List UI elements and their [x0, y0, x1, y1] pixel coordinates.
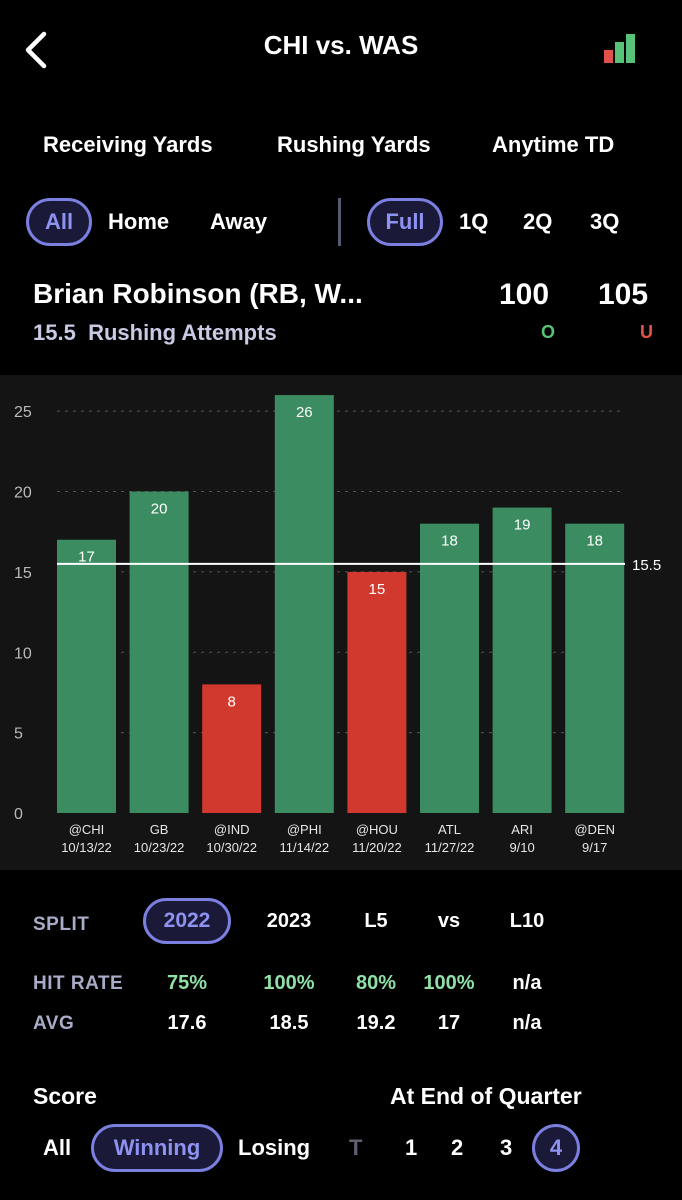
location-home[interactable]: Home: [108, 209, 170, 234]
x-tick-opponent: ARI: [511, 822, 533, 837]
x-tick-opponent: @DEN: [574, 822, 615, 837]
tab-rushing-yards[interactable]: Rushing Yards: [277, 132, 431, 157]
bar: [202, 684, 262, 813]
quarter-t: T: [349, 1135, 363, 1160]
period-2q[interactable]: 2Q: [523, 209, 553, 234]
quarter-1[interactable]: 1: [405, 1135, 418, 1160]
split-l10[interactable]: L10: [509, 910, 545, 932]
y-tick-label: 0: [14, 806, 23, 823]
x-tick-opponent: ATL: [438, 822, 461, 837]
game-log-bar-chart: 0 5 10 15 20 25 17 @CHI 10/13/22 20 GB 10/23/22 8 @IN…: [14, 395, 661, 855]
period-full-pill[interactable]: Full: [367, 198, 443, 246]
score-winning-pill[interactable]: Winning: [91, 1124, 223, 1172]
bar: [565, 523, 625, 813]
avg-value: 17: [437, 1012, 461, 1034]
bar-value-label: 17: [78, 549, 95, 566]
bar: [420, 523, 479, 813]
bar: [57, 539, 116, 813]
bar-value-label: 15: [369, 581, 386, 598]
bar: [274, 395, 334, 813]
over-label: O: [541, 322, 556, 342]
score-heading: Score: [33, 1083, 97, 1109]
x-tick-opponent: @IND: [214, 822, 250, 837]
hit-rate-value: 100%: [263, 972, 315, 994]
hit-rate-value: 100%: [423, 972, 475, 994]
period-3q[interactable]: 3Q: [590, 209, 620, 234]
y-tick-label: 5: [14, 726, 23, 743]
split-2022-pill[interactable]: 2022: [143, 898, 231, 944]
quarter-4-pill[interactable]: 4: [532, 1124, 580, 1172]
hit-rate-label: HIT RATE: [33, 973, 124, 994]
location-all-pill[interactable]: All: [26, 198, 92, 246]
x-tick-date: 10/30/22: [206, 840, 257, 855]
bar: [492, 507, 552, 813]
bar-value-label: 18: [441, 533, 458, 550]
x-tick-date: 9/10: [509, 840, 534, 855]
bar-value-label: 18: [586, 533, 603, 550]
split-2023[interactable]: 2023: [266, 910, 312, 932]
score-all[interactable]: All: [43, 1135, 72, 1160]
period-1q[interactable]: 1Q: [459, 209, 489, 234]
page-title: CHI vs. WAS: [263, 30, 419, 60]
avg-value: 18.5: [269, 1012, 309, 1034]
bar: [129, 491, 189, 813]
hit-rate-value: 75%: [166, 972, 208, 994]
x-tick-date: 11/20/22: [352, 840, 402, 855]
under-label: U: [640, 322, 653, 342]
x-tick-date: 9/17: [582, 840, 607, 855]
quarter-3[interactable]: 3: [500, 1135, 513, 1160]
split-label: SPLIT: [33, 914, 90, 935]
x-tick-date: 11/27/22: [425, 840, 475, 855]
player-name: Brian Robinson (RB, W...: [33, 278, 363, 309]
stat-name: Rushing Attempts: [88, 320, 277, 345]
hit-rate-value: 80%: [355, 972, 397, 994]
prop-line-label: 15.5: [632, 557, 661, 574]
x-tick-date: 11/14/22: [279, 840, 329, 855]
split-vs[interactable]: vs: [437, 910, 461, 932]
avg-value: 19.2: [356, 1012, 396, 1034]
x-tick-date: 10/23/22: [134, 840, 185, 855]
location-away[interactable]: Away: [210, 209, 268, 234]
line-value: 15.5: [33, 320, 76, 345]
bar-value-label: 26: [296, 404, 313, 421]
bar: [347, 571, 407, 813]
hit-rate-value: n/a: [512, 972, 542, 994]
avg-value: n/a: [512, 1012, 542, 1034]
x-tick-date: 10/13/22: [61, 840, 112, 855]
back-chevron-icon[interactable]: [18, 30, 58, 70]
avg-label: AVG: [33, 1013, 75, 1034]
bar-value-label: 19: [514, 517, 531, 534]
prop-line: 15.5 Rushing Attempts: [33, 320, 277, 346]
filter-divider: [338, 198, 341, 246]
x-tick-opponent: GB: [150, 822, 169, 837]
quarter-2[interactable]: 2: [451, 1135, 464, 1160]
y-tick-label: 15: [14, 565, 32, 582]
bar-chart-icon[interactable]: [602, 32, 638, 64]
x-tick-opponent: @PHI: [287, 822, 322, 837]
y-tick-label: 25: [14, 404, 32, 421]
score-losing[interactable]: Losing: [238, 1135, 311, 1160]
over-odds[interactable]: 100: [499, 278, 550, 311]
y-tick-label: 10: [14, 645, 32, 662]
x-tick-opponent: @CHI: [69, 822, 105, 837]
y-tick-label: 20: [14, 485, 32, 502]
bar-value-label: 8: [228, 693, 236, 710]
x-tick-opponent: @HOU: [356, 822, 398, 837]
tab-receiving-yards[interactable]: Receiving Yards: [43, 132, 213, 157]
split-l5[interactable]: L5: [364, 910, 388, 932]
avg-value: 17.6: [167, 1012, 207, 1034]
quarter-heading: At End of Quarter: [390, 1083, 582, 1109]
bar-value-label: 20: [151, 501, 168, 518]
under-odds[interactable]: 105: [598, 278, 649, 311]
tab-anytime-td[interactable]: Anytime TD: [492, 132, 615, 157]
